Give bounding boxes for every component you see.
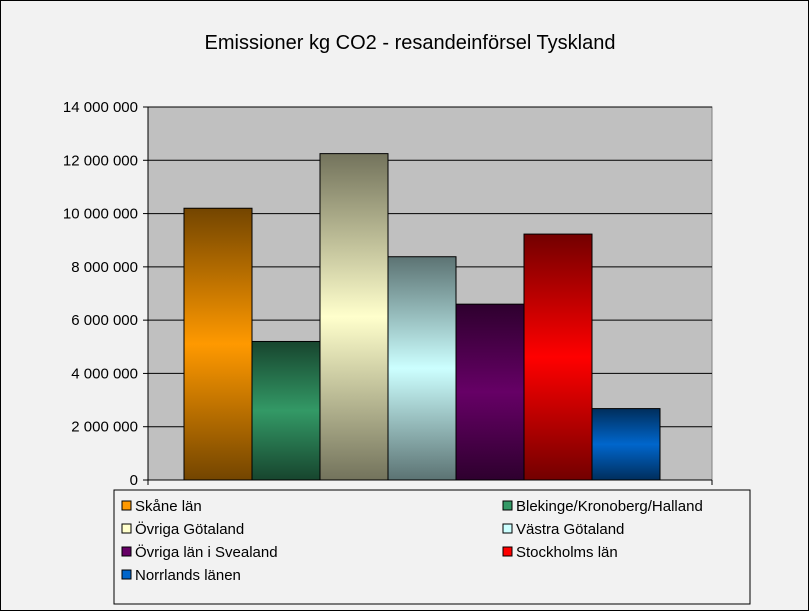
- axes: [147, 107, 713, 485]
- legend-swatch: [121, 523, 132, 534]
- legend-label: Övriga län i Svealand: [135, 543, 278, 561]
- bar: [455, 303, 525, 481]
- bar: [183, 207, 253, 481]
- legend-box: [113, 489, 751, 605]
- legend-label: Stockholms län: [516, 544, 618, 561]
- y-axis-ticks: 0 2 000 000 4 000 000 6 000 000 8 000 000 10 …: [63, 99, 148, 489]
- legend-label: Skåne län: [135, 498, 202, 515]
- legend-label: Norrlands länen: [135, 567, 241, 584]
- y-tick-label: 4 000 000: [71, 365, 138, 382]
- bars: [183, 153, 661, 481]
- legend-swatch: [121, 569, 132, 580]
- y-tick-label: 12 000 000: [63, 152, 138, 169]
- legend-label: Blekinge/Kronoberg/Halland: [516, 498, 703, 515]
- y-tick-label: 8 000 000: [71, 259, 138, 276]
- legend-label: Västra Götaland: [516, 521, 624, 538]
- legend-swatch: [502, 546, 513, 557]
- bar: [523, 233, 593, 481]
- bar: [251, 340, 321, 481]
- legend-swatch: [121, 500, 132, 511]
- y-tick-label: 14 000 000: [63, 99, 138, 116]
- bar: [319, 153, 389, 481]
- y-tick-label: 2 000 000: [71, 419, 138, 436]
- y-tick-label: 0: [130, 472, 138, 489]
- legend-swatch: [502, 500, 513, 511]
- y-tick-label: 10 000 000: [63, 206, 138, 223]
- legend: Skåne län Blekinge/Kronoberg/Halland Övrig…: [113, 489, 751, 605]
- legend-label: Övriga Götaland: [135, 520, 244, 538]
- chart-title: Emissioner kg CO2 - resandeinförsel Tysk…: [205, 32, 616, 54]
- bar: [591, 408, 661, 481]
- y-tick-label: 6 000 000: [71, 312, 138, 329]
- legend-swatch: [502, 523, 513, 534]
- legend-swatch: [121, 546, 132, 557]
- bar: [387, 256, 457, 481]
